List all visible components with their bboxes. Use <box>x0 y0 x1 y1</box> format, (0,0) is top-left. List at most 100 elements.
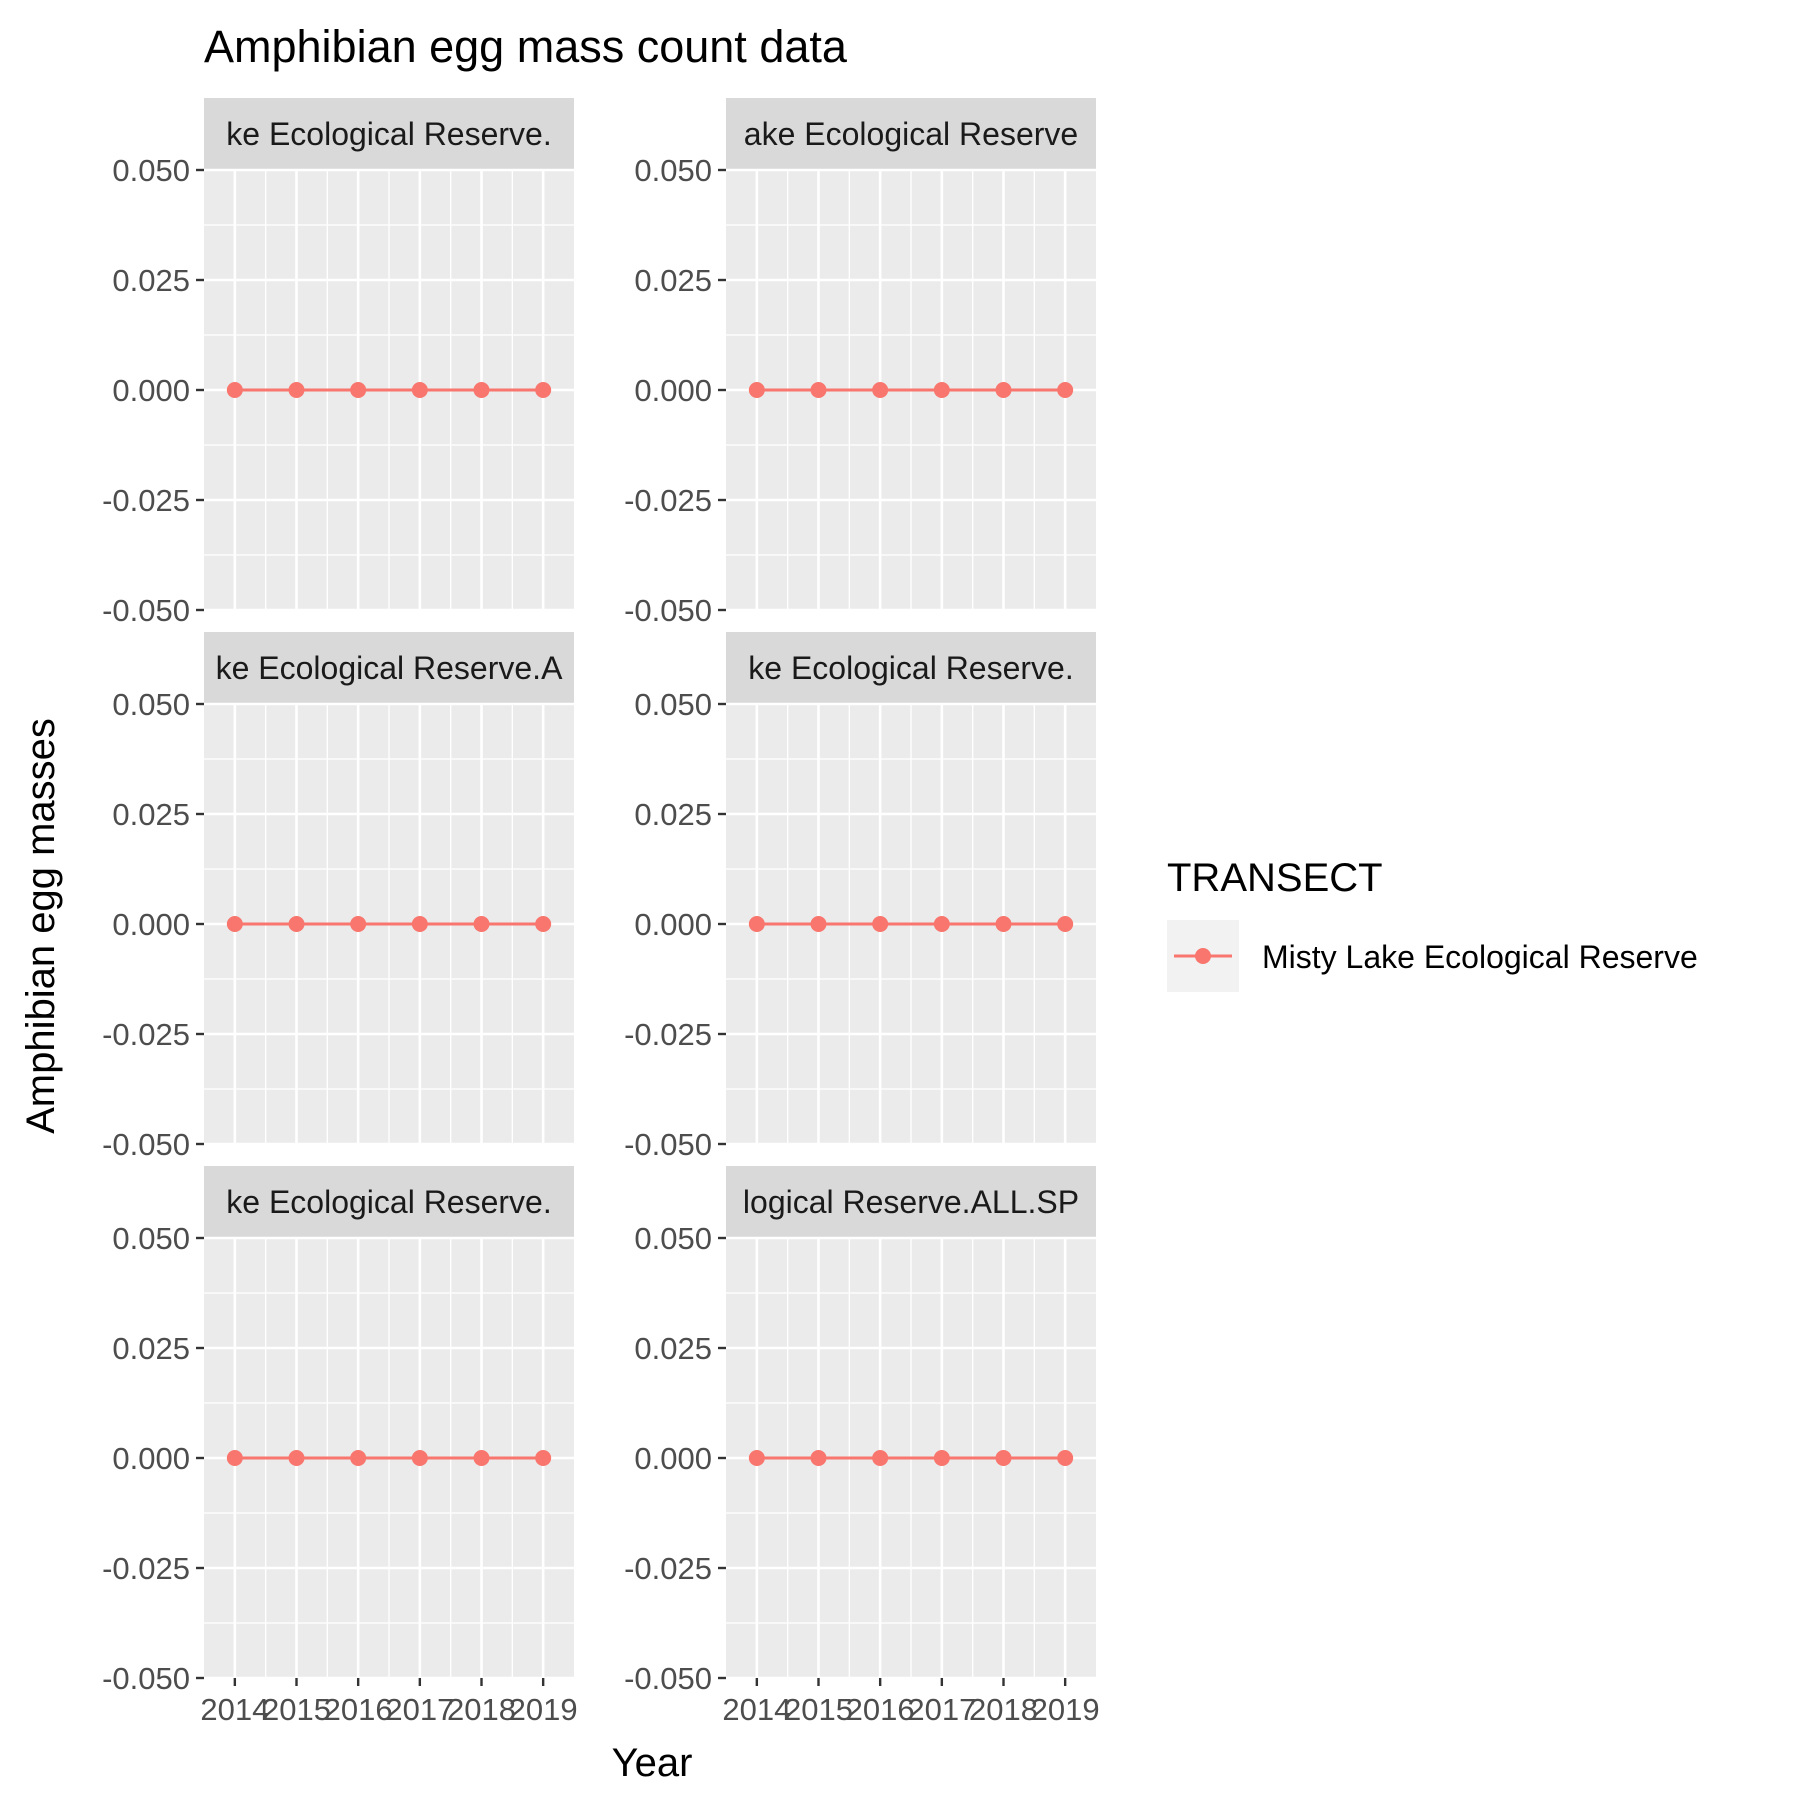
y-tick-label: 0.050 <box>634 1221 712 1256</box>
legend-key-point <box>1195 948 1211 964</box>
data-point <box>226 916 243 932</box>
y-tick-label: 0.000 <box>634 907 712 942</box>
facet-strip-label: ke Ecological Reserve.A <box>216 650 563 686</box>
facet-panel: ke Ecological Reserve. -0.050 -0.025 0.000 0… <box>624 632 1096 1162</box>
data-point <box>411 1450 428 1466</box>
x-tick-label: 2016 <box>324 1692 393 1727</box>
facet-strip-label: ke Ecological Reserve. <box>226 1184 551 1220</box>
facet-strip <box>204 632 574 704</box>
data-point <box>535 382 552 398</box>
data-point <box>226 382 243 398</box>
facet-panel: ke Ecological Reserve.A -0.050 -0.025 0.000… <box>102 632 574 1162</box>
y-tick-label: 0.050 <box>112 153 190 188</box>
y-tick-label: 0.025 <box>634 797 712 832</box>
x-tick-label: 2018 <box>969 1692 1038 1727</box>
data-point <box>872 1450 889 1466</box>
data-point <box>411 382 428 398</box>
y-tick-label: -0.050 <box>102 1661 190 1696</box>
x-tick-label: 2016 <box>846 1692 915 1727</box>
x-tick-label: 2015 <box>784 1692 853 1727</box>
x-tick-label: 2018 <box>447 1692 516 1727</box>
y-tick-label: -0.050 <box>624 1661 712 1696</box>
y-tick-label: 0.050 <box>112 687 190 722</box>
y-tick-label: 0.000 <box>112 373 190 408</box>
y-tick-label: -0.025 <box>102 1551 190 1586</box>
data-point <box>872 382 889 398</box>
data-point <box>226 1450 243 1466</box>
data-point <box>810 916 827 932</box>
x-tick-label: 2014 <box>200 1692 269 1727</box>
x-tick-label: 2017 <box>907 1692 976 1727</box>
data-point <box>810 382 827 398</box>
y-tick-label: -0.025 <box>624 483 712 518</box>
facet-panel: ke Ecological Reserve. -0.050 -0.025 0.000 0… <box>102 1166 578 1727</box>
facet-strip-label: ke Ecological Reserve. <box>748 650 1073 686</box>
facet-strip <box>726 1166 1096 1238</box>
y-tick-label: 0.000 <box>112 1441 190 1476</box>
data-point <box>350 916 367 932</box>
data-point <box>473 916 490 932</box>
data-point <box>995 1450 1012 1466</box>
y-tick-label: -0.025 <box>102 483 190 518</box>
facet-strip-label: ke Ecological Reserve. <box>226 116 551 152</box>
y-tick-label: -0.025 <box>624 1017 712 1052</box>
data-point <box>411 916 428 932</box>
y-tick-label: 0.000 <box>634 373 712 408</box>
y-tick-label: -0.050 <box>624 593 712 628</box>
legend: TRANSECT Misty Lake Ecological Reserve <box>1167 856 1698 992</box>
y-tick-label: 0.000 <box>634 1441 712 1476</box>
y-tick-label: -0.025 <box>102 1017 190 1052</box>
facet-panels: ke Ecological Reserve. -0.050 -0.025 0.000 0… <box>102 98 1100 1727</box>
facet-strip-label: logical Reserve.ALL.SP <box>743 1184 1079 1220</box>
y-tick-label: -0.025 <box>624 1551 712 1586</box>
y-tick-label: 0.025 <box>112 797 190 832</box>
y-tick-label: 0.025 <box>112 263 190 298</box>
facet-strip-label: ake Ecological Reserve <box>744 116 1078 152</box>
data-point <box>350 1450 367 1466</box>
data-point <box>872 916 889 932</box>
x-axis-title: Year <box>612 1741 693 1785</box>
y-tick-label: 0.025 <box>112 1331 190 1366</box>
data-point <box>995 382 1012 398</box>
y-tick-label: 0.025 <box>634 263 712 298</box>
chart-title: Amphibian egg mass count data <box>204 21 848 72</box>
y-tick-label: 0.025 <box>634 1331 712 1366</box>
data-point <box>933 382 950 398</box>
y-tick-label: 0.050 <box>634 153 712 188</box>
x-tick-label: 2014 <box>722 1692 791 1727</box>
data-point <box>1057 382 1074 398</box>
data-point <box>288 382 305 398</box>
y-tick-label: 0.000 <box>112 907 190 942</box>
data-point <box>350 382 367 398</box>
data-point <box>748 382 765 398</box>
facet-strip <box>726 632 1096 704</box>
y-tick-label: -0.050 <box>102 1127 190 1162</box>
data-point <box>473 1450 490 1466</box>
data-point <box>1057 916 1074 932</box>
y-tick-label: -0.050 <box>102 593 190 628</box>
data-point <box>810 1450 827 1466</box>
facet-strip <box>204 1166 574 1238</box>
x-tick-label: 2019 <box>1031 1692 1100 1727</box>
legend-title: TRANSECT <box>1167 856 1383 900</box>
data-point <box>933 1450 950 1466</box>
legend-label: Misty Lake Ecological Reserve <box>1262 939 1698 975</box>
facet-strip <box>726 98 1096 170</box>
data-point <box>288 916 305 932</box>
facet-panel: ke Ecological Reserve. -0.050 -0.025 0.000 0… <box>102 98 574 628</box>
x-tick-label: 2019 <box>509 1692 578 1727</box>
data-point <box>933 916 950 932</box>
data-point <box>1057 1450 1074 1466</box>
data-point <box>535 916 552 932</box>
y-tick-label: -0.050 <box>624 1127 712 1162</box>
data-point <box>748 1450 765 1466</box>
y-tick-label: 0.050 <box>112 1221 190 1256</box>
data-point <box>535 1450 552 1466</box>
data-point <box>288 1450 305 1466</box>
y-tick-label: 0.050 <box>634 687 712 722</box>
data-point <box>748 916 765 932</box>
y-axis-title: Amphibian egg masses <box>19 718 63 1134</box>
data-point <box>473 382 490 398</box>
facet-strip <box>204 98 574 170</box>
